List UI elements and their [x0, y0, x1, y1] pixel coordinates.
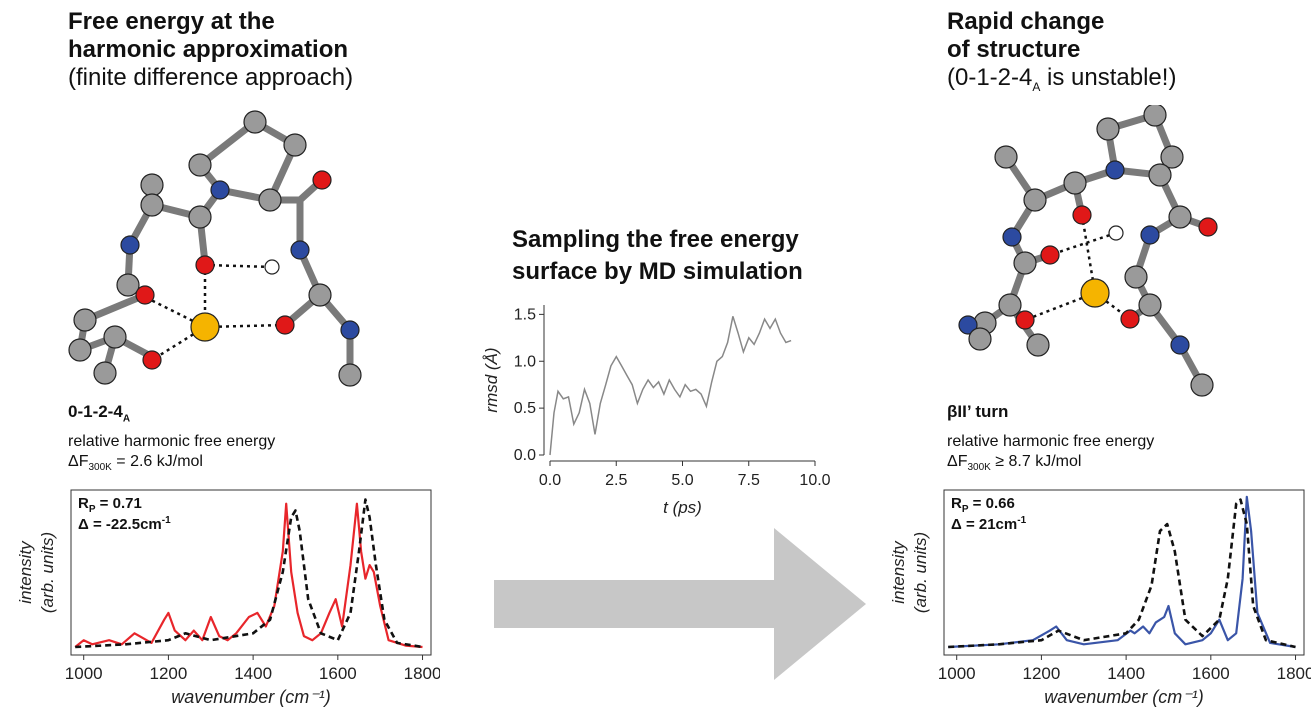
ir-right-x-tick-label: 1800: [1277, 664, 1311, 683]
left-desc: relative harmonic free energy: [68, 433, 276, 450]
right-energy-sub: 300K: [967, 462, 991, 474]
left-title-line2: harmonic approximation: [68, 36, 349, 63]
right-title-line1: Rapid change: [947, 8, 1105, 35]
ir-right-delta-label: Δ = 21cm: [951, 516, 1018, 533]
rmsd-x-tick-label: 5.0: [671, 472, 693, 489]
ir-right-rp-sub: P: [961, 504, 969, 515]
ir-left-y-label: intensity: [16, 540, 35, 604]
rmsd-y-tick-label: 1.0: [514, 353, 536, 370]
right-title: Rapid change of structure: [947, 8, 1104, 64]
ir-right-rp-value: = 0.66: [968, 495, 1015, 512]
rmsd-y-tick-label: 0.5: [514, 400, 536, 417]
left-mol-name-sub: A: [122, 413, 131, 425]
ir-right-y-label-units: (arb. units): [911, 532, 930, 613]
ir-right-rp-label: R: [951, 495, 962, 512]
ir-left-delta: Δ = -22.5cm-1: [78, 515, 171, 533]
ir-left-experimental-line: [75, 498, 423, 649]
ir-right-x-tick-label: 1000: [938, 664, 976, 683]
rmsd-y-label: rmsd (Å): [482, 347, 501, 412]
left-molecule-name: 0-1-2-4A: [68, 402, 130, 424]
ir-left-x-label: wavenumber (cm⁻¹): [171, 687, 331, 707]
right-subtitle-post: is unstable!): [1040, 64, 1177, 91]
middle-title-line2: surface by MD simulation: [512, 258, 803, 285]
right-energy-value: ≥ 8.7 kJ/mol: [990, 453, 1082, 470]
ir-left-x-tick-label: 1800: [404, 664, 440, 683]
ir-spectrum-left: 1000 1200 1400 1600 1800 wavenumber (cm⁻¹) int…: [16, 489, 440, 707]
right-subtitle-pre: (0-1-2-4: [947, 64, 1033, 91]
ir-right-x-tick-label: 1600: [1192, 664, 1230, 683]
ir-right-frame: [943, 489, 1305, 656]
left-energy-value: = 2.6 kJ/mol: [111, 453, 203, 470]
left-subtitle: (finite difference approach): [68, 64, 354, 91]
right-title-line2: of structure: [947, 36, 1081, 63]
ir-right-x-label: wavenumber (cm⁻¹): [1044, 687, 1204, 707]
transition-arrow-shape: [494, 528, 866, 680]
ir-left-frame: [70, 489, 432, 656]
ir-left-x-tick-label: 1400: [234, 664, 272, 683]
ir-left-x-tick-label: 1600: [319, 664, 357, 683]
left-energy: ΔF300K = 2.6 kJ/mol: [68, 452, 203, 478]
ir-left-rp-value: = 0.71: [95, 495, 142, 512]
left-molecule: [68, 110, 362, 387]
left-title-line1: Free energy at the: [68, 8, 275, 35]
middle-title: Sampling the free energy surface by MD s…: [512, 226, 803, 286]
left-title: Free energy at the harmonic approximatio…: [68, 8, 348, 64]
ir-left-y-label-units: (arb. units): [38, 532, 57, 613]
left-mol-name-text: 0-1-2-4: [68, 402, 123, 421]
ir-right-delta: Δ = 21cm-1: [951, 515, 1026, 533]
rmsd-x-tick-label: 10.0: [799, 472, 830, 489]
right-energy-prefix: ΔF: [947, 453, 968, 470]
left-energy-sub: 300K: [88, 462, 112, 474]
ir-right-computed-line: [948, 495, 1296, 649]
right-energy: ΔF300K ≥ 8.7 kJ/mol: [947, 452, 1081, 478]
right-subtitle-sub: A: [1032, 79, 1041, 94]
ir-right-y-label: intensity: [889, 540, 908, 604]
ir-left-computed-line: [74, 502, 423, 649]
middle-title-line1: Sampling the free energy: [512, 226, 799, 253]
ir-left-rp-label: R: [78, 495, 89, 512]
right-molecule-name: βII’ turn: [947, 402, 1009, 421]
ir-left-x-tick-label: 1200: [149, 664, 187, 683]
ir-left-x-tick-label: 1000: [65, 664, 103, 683]
ir-left-delta-label: Δ = -22.5cm: [78, 516, 162, 533]
ir-right-x-tick-label: 1200: [1022, 664, 1060, 683]
left-energy-prefix: ΔF: [68, 453, 89, 470]
right-subtitle: (0-1-2-4A is unstable!): [947, 64, 1176, 101]
ir-left-rp-sub: P: [88, 504, 96, 515]
rmsd-x-label: t (ps): [663, 498, 702, 517]
rmsd-x-tick-label: 0.0: [539, 472, 561, 489]
rmsd-x-tick-label: 2.5: [605, 472, 627, 489]
rmsd-series-line: [549, 316, 792, 456]
transition-arrow: [494, 528, 866, 680]
rmsd-chart: 0.0 2.5 5.0 7.5 10.0 0.0 0.5 1.0 1.5 t (ps) rmsd (…: [482, 305, 831, 517]
ir-spectrum-right: 1000 1200 1400 1600 1800 wavenumber (cm⁻¹) int…: [889, 489, 1311, 707]
right-molecule: [958, 105, 1218, 397]
ir-left-rp: RP = 0.71: [78, 495, 142, 515]
ir-right-delta-sup: -1: [1017, 515, 1027, 526]
rmsd-y-tick-label: 0.0: [514, 447, 536, 464]
ir-right-rp: RP = 0.66: [951, 495, 1015, 515]
right-desc: relative harmonic free energy: [947, 433, 1155, 450]
rmsd-y-tick-label: 1.5: [514, 306, 536, 323]
rmsd-x-tick-label: 7.5: [738, 472, 760, 489]
ir-left-delta-sup: -1: [161, 515, 171, 526]
ir-right-experimental-line: [948, 498, 1296, 649]
ir-right-x-tick-label: 1400: [1107, 664, 1145, 683]
